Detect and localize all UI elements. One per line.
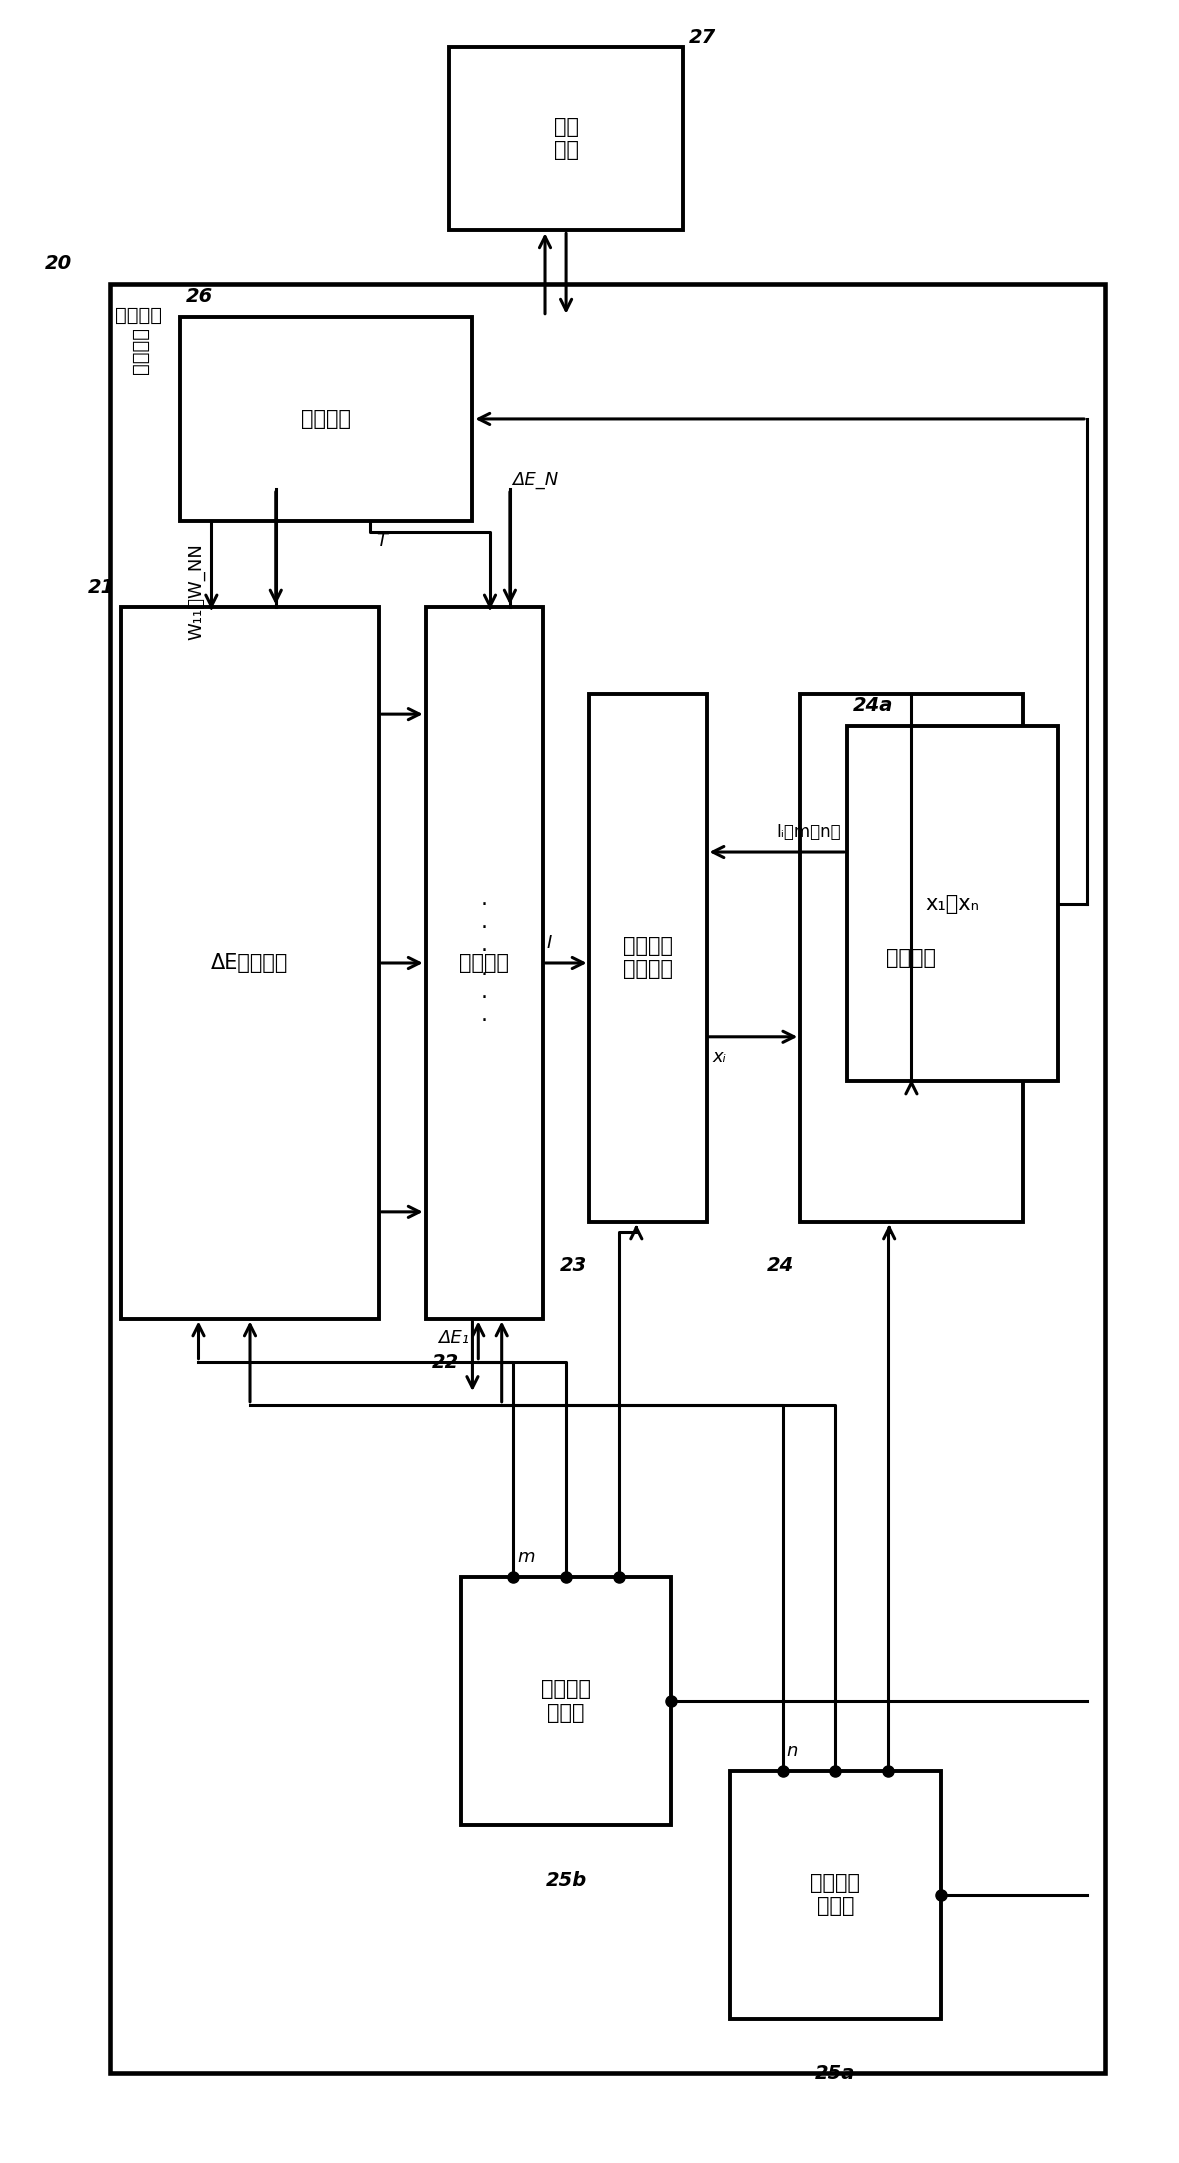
Text: 23: 23 <box>560 1257 587 1276</box>
Text: 25a: 25a <box>815 2064 856 2083</box>
Text: ΔE计算单元: ΔE计算单元 <box>211 954 289 973</box>
Bar <box>179 316 473 521</box>
Bar <box>801 694 1022 1222</box>
Text: Iᵢ（m或n）: Iᵢ（m或n） <box>777 824 841 841</box>
Bar <box>730 1771 941 2018</box>
Text: 24: 24 <box>768 1257 795 1276</box>
Text: 更新单元: 更新单元 <box>887 947 936 967</box>
Bar <box>590 694 706 1222</box>
Text: 随机数生
成电路: 随机数生 成电路 <box>810 1873 861 1916</box>
Bar <box>121 608 378 1319</box>
Text: m: m <box>516 1549 534 1566</box>
Text: xᵢ: xᵢ <box>712 1047 726 1066</box>
Bar <box>847 727 1058 1082</box>
Text: 控制
装置: 控制 装置 <box>554 117 579 160</box>
Bar <box>426 608 542 1319</box>
Text: 27: 27 <box>689 28 717 48</box>
Text: 24a: 24a <box>852 696 894 716</box>
Text: x₁至xₙ: x₁至xₙ <box>926 893 980 913</box>
Bar <box>110 283 1105 2072</box>
Text: 随机数生
成电路: 随机数生 成电路 <box>541 1678 591 1722</box>
Text: 识别信息
计算单元: 识别信息 计算单元 <box>623 937 673 980</box>
Text: I: I <box>546 934 552 952</box>
Text: 21: 21 <box>88 578 116 597</box>
Text: 20: 20 <box>45 255 72 273</box>
Text: ΔE_N: ΔE_N <box>512 472 559 489</box>
Bar <box>449 48 683 231</box>
Text: T: T <box>376 532 387 549</box>
Text: 25b: 25b <box>546 1871 587 1890</box>
Text: 优化装置: 优化装置 <box>116 305 163 324</box>
Text: ΔE₁: ΔE₁ <box>437 1330 469 1348</box>
Text: 选择电路: 选择电路 <box>459 954 509 973</box>
Text: 26: 26 <box>185 288 213 305</box>
Bar <box>461 1577 672 1826</box>
Text: 22: 22 <box>432 1354 459 1371</box>
Text: W₁₁至W_NN: W₁₁至W_NN <box>187 543 205 640</box>
Text: 控制单元: 控制单元 <box>301 409 351 428</box>
Text: 优化装置: 优化装置 <box>131 327 150 374</box>
Text: n: n <box>786 1741 797 1761</box>
Text: ·
·
·
·
·
·: · · · · · · <box>481 895 488 1032</box>
